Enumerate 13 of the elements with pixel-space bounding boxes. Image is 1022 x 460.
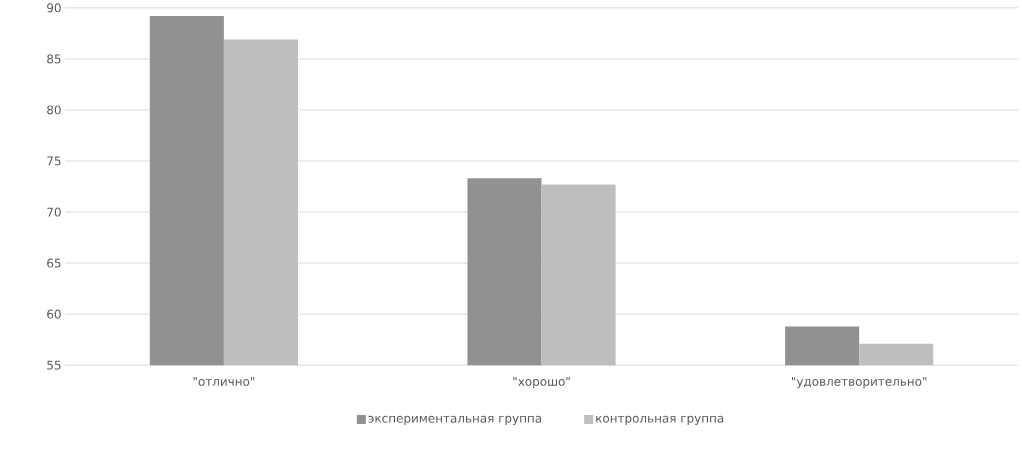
y-tick-label: 85 [47,54,61,64]
y-tick-label: 60 [47,309,61,319]
legend-label: экспериментальная группа [368,415,542,425]
y-tick-label: 55 [47,360,61,370]
y-tick-label: 75 [47,156,61,166]
y-tick-label: 90 [47,3,61,13]
x-tick-label: "отлично" [193,376,255,386]
x-tick-label: "хорошо" [513,376,570,389]
y-tick-label: 80 [47,105,61,115]
x-tick-label: "удовлетворительно" [792,376,927,389]
y-tick-label: 65 [47,258,61,268]
legend-label: контрольная группа [596,415,724,425]
y-tick-label: 70 [47,207,61,217]
